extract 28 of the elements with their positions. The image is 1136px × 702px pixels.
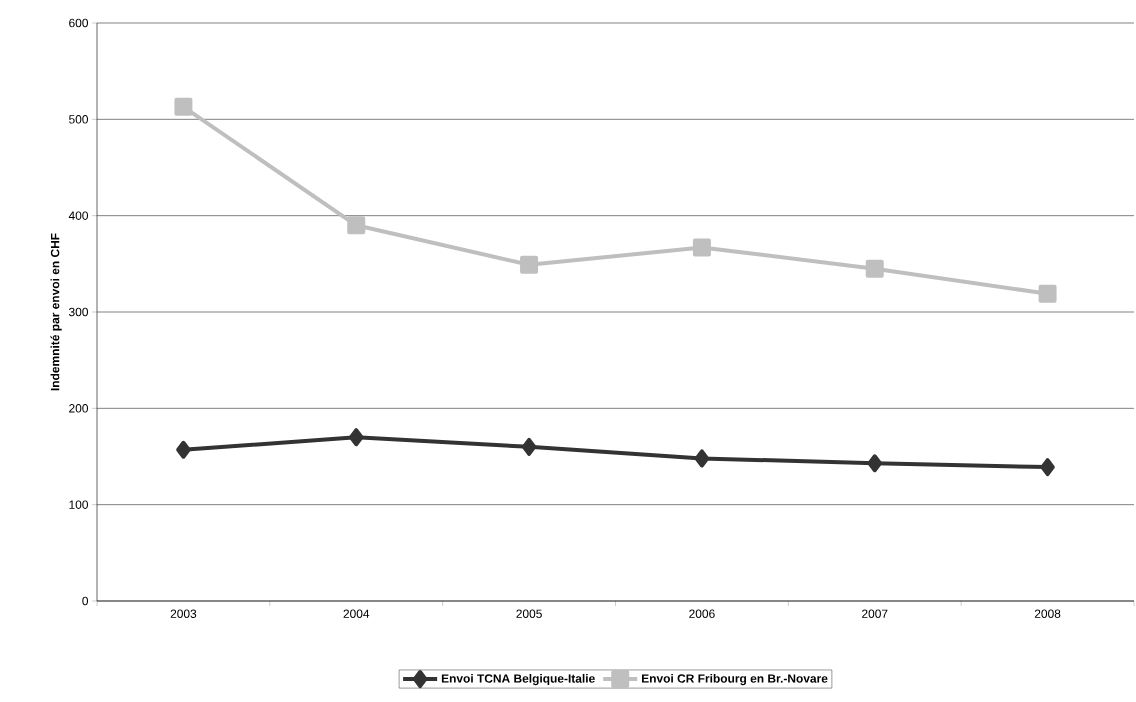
point — [349, 428, 364, 447]
point — [865, 259, 884, 278]
x-tick-label: 2008 — [1034, 609, 1061, 618]
y-tick-label: 0 — [82, 596, 89, 606]
point — [1038, 284, 1057, 303]
x-tick-label: 2007 — [862, 609, 888, 618]
legend-label: Envoi TCNA Belgique-Italie — [441, 673, 595, 686]
x-tick-label: 2003 — [170, 609, 197, 618]
y-tick-label: 600 — [69, 18, 89, 28]
point — [1040, 458, 1055, 477]
point — [176, 440, 191, 459]
y-tick-label: 200 — [69, 404, 89, 413]
legend-label: Envoi CR Fribourg en Br.-Novare — [642, 673, 828, 686]
point — [867, 454, 882, 473]
point — [694, 449, 710, 468]
point — [692, 238, 711, 257]
y-tick-label: 100 — [69, 500, 89, 509]
y-tick-label: 500 — [69, 115, 89, 124]
y-axis-title: Indemnité par envoi en CHF — [50, 233, 62, 391]
x-tick-label: 2006 — [689, 609, 715, 618]
y-tick-label: 400 — [68, 211, 89, 220]
point — [520, 255, 539, 274]
x-tick-label: 2005 — [516, 609, 542, 618]
point — [521, 437, 537, 456]
point — [347, 216, 366, 235]
point — [174, 97, 193, 116]
x-tick-label: 2004 — [343, 609, 370, 618]
y-tick-label: 300 — [68, 307, 89, 317]
